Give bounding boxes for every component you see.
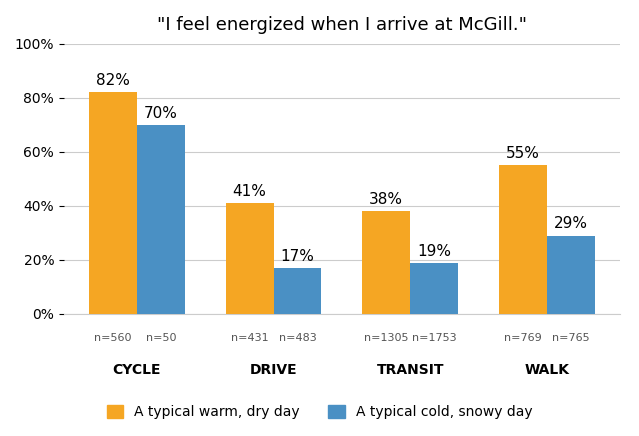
Text: 70%: 70% (144, 106, 178, 121)
Text: n=769: n=769 (504, 333, 542, 343)
Text: n=50: n=50 (146, 333, 176, 343)
Text: 19%: 19% (417, 243, 451, 259)
Text: TRANSIT: TRANSIT (376, 363, 444, 377)
Text: 82%: 82% (96, 73, 130, 88)
Text: DRIVE: DRIVE (250, 363, 297, 377)
Bar (89, 92, 137, 314)
Text: n=1753: n=1753 (412, 333, 456, 343)
Text: n=431: n=431 (231, 333, 268, 343)
Text: WALK: WALK (524, 363, 569, 377)
Bar (362, 211, 410, 314)
Bar (410, 262, 458, 314)
Bar (226, 203, 273, 314)
Text: 17%: 17% (281, 249, 314, 264)
Text: 38%: 38% (369, 192, 403, 207)
Text: n=560: n=560 (95, 333, 132, 343)
Text: n=765: n=765 (552, 333, 589, 343)
Bar (547, 235, 594, 314)
Text: CYCLE: CYCLE (112, 363, 161, 377)
Text: 41%: 41% (233, 184, 266, 199)
Bar (137, 125, 185, 314)
Text: 29%: 29% (553, 216, 588, 232)
Legend: A typical warm, dry day, A typical cold, snowy day: A typical warm, dry day, A typical cold,… (101, 399, 538, 425)
Text: n=483: n=483 (279, 333, 316, 343)
Text: 55%: 55% (506, 146, 540, 161)
Bar (273, 268, 321, 314)
Title: "I feel energized when I arrive at McGill.": "I feel energized when I arrive at McGil… (157, 16, 527, 34)
Text: n=1305: n=1305 (364, 333, 408, 343)
Bar (499, 165, 547, 314)
